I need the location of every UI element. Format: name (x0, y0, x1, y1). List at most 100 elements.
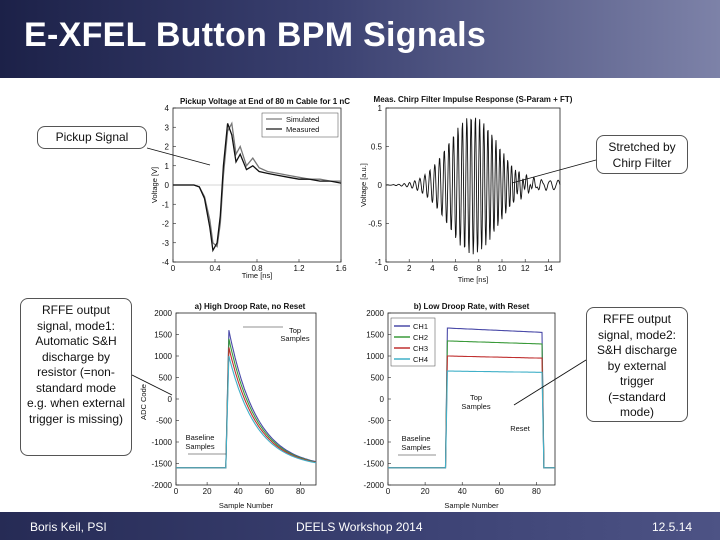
reset-y-tick-label: 1000 (366, 352, 384, 361)
pickup-y-tick-label: -4 (162, 258, 170, 267)
chirp-x-tick-label: 4 (430, 264, 435, 273)
chirp-x-tick-label: 0 (384, 264, 389, 273)
footer-author: Boris Keil, PSI (30, 520, 107, 534)
droop-y-tick-label: -1000 (152, 438, 173, 447)
reset-legend-label: CH3 (413, 344, 428, 353)
droop-x-tick-label: 80 (296, 487, 305, 496)
droop-x-tick-label: 0 (174, 487, 179, 496)
reset-legend-label: CH1 (413, 322, 428, 331)
chirp-y-tick-label: 0.5 (371, 143, 383, 152)
droop-y-tick-label: -1500 (152, 460, 173, 469)
pickup-y-tick-label: 0 (165, 181, 170, 190)
chirp-y-tick-label: -1 (375, 258, 383, 267)
slide-title: E-XFEL Button BPM Signals (24, 16, 487, 54)
pickup-y-tick-label: -3 (162, 239, 170, 248)
pickup-x-tick-label: 0.8 (251, 264, 263, 273)
droop-x-tick-label: 40 (234, 487, 243, 496)
droop-x-tick-label: 60 (265, 487, 274, 496)
chirp-x-axis-label: Time [ns] (458, 275, 489, 284)
reset-y-tick-label: 0 (380, 395, 385, 404)
chirp-y-axis-label: Voltage [a.u.] (359, 163, 368, 207)
droop-y-tick-label: 2000 (154, 309, 172, 318)
pickup-x-tick-label: 1.2 (293, 264, 305, 273)
reset-chart-title: b) Low Droop Rate, with Reset (414, 302, 530, 311)
reset-x-tick-label: 20 (421, 487, 430, 496)
callout-mode2: RFFE output signal, mode2: S&H discharge… (586, 307, 688, 422)
droop-y-axis-label: ADC Code (139, 384, 148, 420)
chirp-x-tick-label: 8 (477, 264, 482, 273)
footer-bar (0, 512, 720, 540)
reset-y-tick-label: 2000 (366, 309, 384, 318)
chirp-y-tick-label: 0 (378, 181, 383, 190)
pickup-legend-label: Simulated (286, 115, 319, 124)
reset-x-tick-label: 60 (495, 487, 504, 496)
reset-y-tick-label: 1500 (366, 331, 384, 340)
pickup-x-axis-label: Time [ns] (242, 271, 273, 280)
reset-y-tick-label: 500 (371, 374, 385, 383)
pickup-y-tick-label: 1 (165, 162, 170, 171)
pickup-legend-label: Measured (286, 125, 319, 134)
reset-y-tick-label: -1500 (364, 460, 385, 469)
droop-annotation-baseline-2: Samples (185, 442, 214, 451)
droop-x-tick-label: 20 (203, 487, 212, 496)
pickup-chart-title: Pickup Voltage at End of 80 m Cable for … (180, 97, 350, 106)
chirp-x-tick-label: 6 (453, 264, 458, 273)
chirp-y-tick-label: 1 (378, 104, 383, 113)
droop-y-tick-label: -500 (156, 417, 173, 426)
droop-annotation-top-2: Samples (280, 334, 309, 343)
droop-y-tick-label: -2000 (152, 481, 173, 490)
droop-y-tick-label: 500 (159, 374, 173, 383)
reset-annotation-baseline-2: Samples (401, 443, 430, 452)
pickup-x-tick-label: 0.4 (209, 264, 221, 273)
footer-event: DEELS Workshop 2014 (296, 520, 423, 534)
droop-y-tick-label: 0 (168, 395, 173, 404)
pickup-legend-box (261, 112, 339, 138)
pickup-y-tick-label: 2 (165, 143, 170, 152)
pickup-y-tick-label: -2 (162, 220, 170, 229)
pickup-x-tick-label: 1.6 (335, 264, 347, 273)
chirp-x-tick-label: 10 (498, 264, 507, 273)
callout-connector (511, 159, 597, 184)
callout-connector (513, 359, 587, 406)
reset-x-tick-label: 80 (532, 487, 541, 496)
chirp-x-tick-label: 14 (544, 264, 553, 273)
chirp-chart-title: Meas. Chirp Filter Impulse Response (S-P… (374, 95, 573, 104)
callout-mode1: RFFE output signal, mode1: Automatic S&H… (20, 298, 132, 456)
chirp-x-tick-label: 2 (407, 264, 412, 273)
reset-y-tick-label: -500 (368, 417, 385, 426)
droop-y-tick-label: 1500 (154, 331, 172, 340)
droop-annotation-baseline: Baseline (186, 433, 215, 442)
chirp-y-tick-label: -0.5 (368, 220, 382, 229)
droop-y-tick-label: 1000 (154, 352, 172, 361)
callout-connector (146, 147, 211, 166)
pickup-x-tick-label: 0 (171, 264, 176, 273)
callout-connector (131, 374, 173, 396)
reset-annotation-top: Top (470, 393, 482, 402)
reset-annotation-top-2: Samples (461, 402, 490, 411)
pickup-y-axis-label: Voltage [V] (150, 167, 159, 203)
droop-annotation-top: Top (289, 326, 301, 335)
pickup-y-tick-label: 4 (165, 104, 170, 113)
pickup-y-tick-label: 3 (165, 123, 170, 132)
pickup-series-measured (173, 123, 342, 253)
chirp-series-response (385, 117, 561, 255)
footer-date: 12.5.14 (652, 520, 693, 534)
reset-x-tick-label: 0 (386, 487, 391, 496)
title-bar (0, 0, 720, 78)
droop-series-ch4 (176, 355, 317, 469)
callout-chirp-filter: Stretched by Chirp Filter (596, 135, 688, 174)
pickup-y-tick-label: -1 (162, 200, 170, 209)
chirp-x-tick-label: 12 (521, 264, 530, 273)
droop-chart-title: a) High Droop Rate, no Reset (195, 302, 306, 311)
reset-annotation-baseline: Baseline (402, 434, 431, 443)
callout-pickup-signal: Pickup Signal (37, 126, 147, 149)
droop-x-axis-label: Sample Number (219, 501, 274, 510)
reset-series-ch4 (388, 370, 555, 469)
pickup-series-simulated (173, 121, 341, 248)
reset-y-tick-label: -1000 (364, 438, 385, 447)
reset-legend-label: CH2 (413, 333, 428, 342)
reset-x-tick-label: 40 (458, 487, 467, 496)
reset-x-axis-label: Sample Number (444, 501, 499, 510)
reset-legend-label: CH4 (413, 355, 428, 364)
